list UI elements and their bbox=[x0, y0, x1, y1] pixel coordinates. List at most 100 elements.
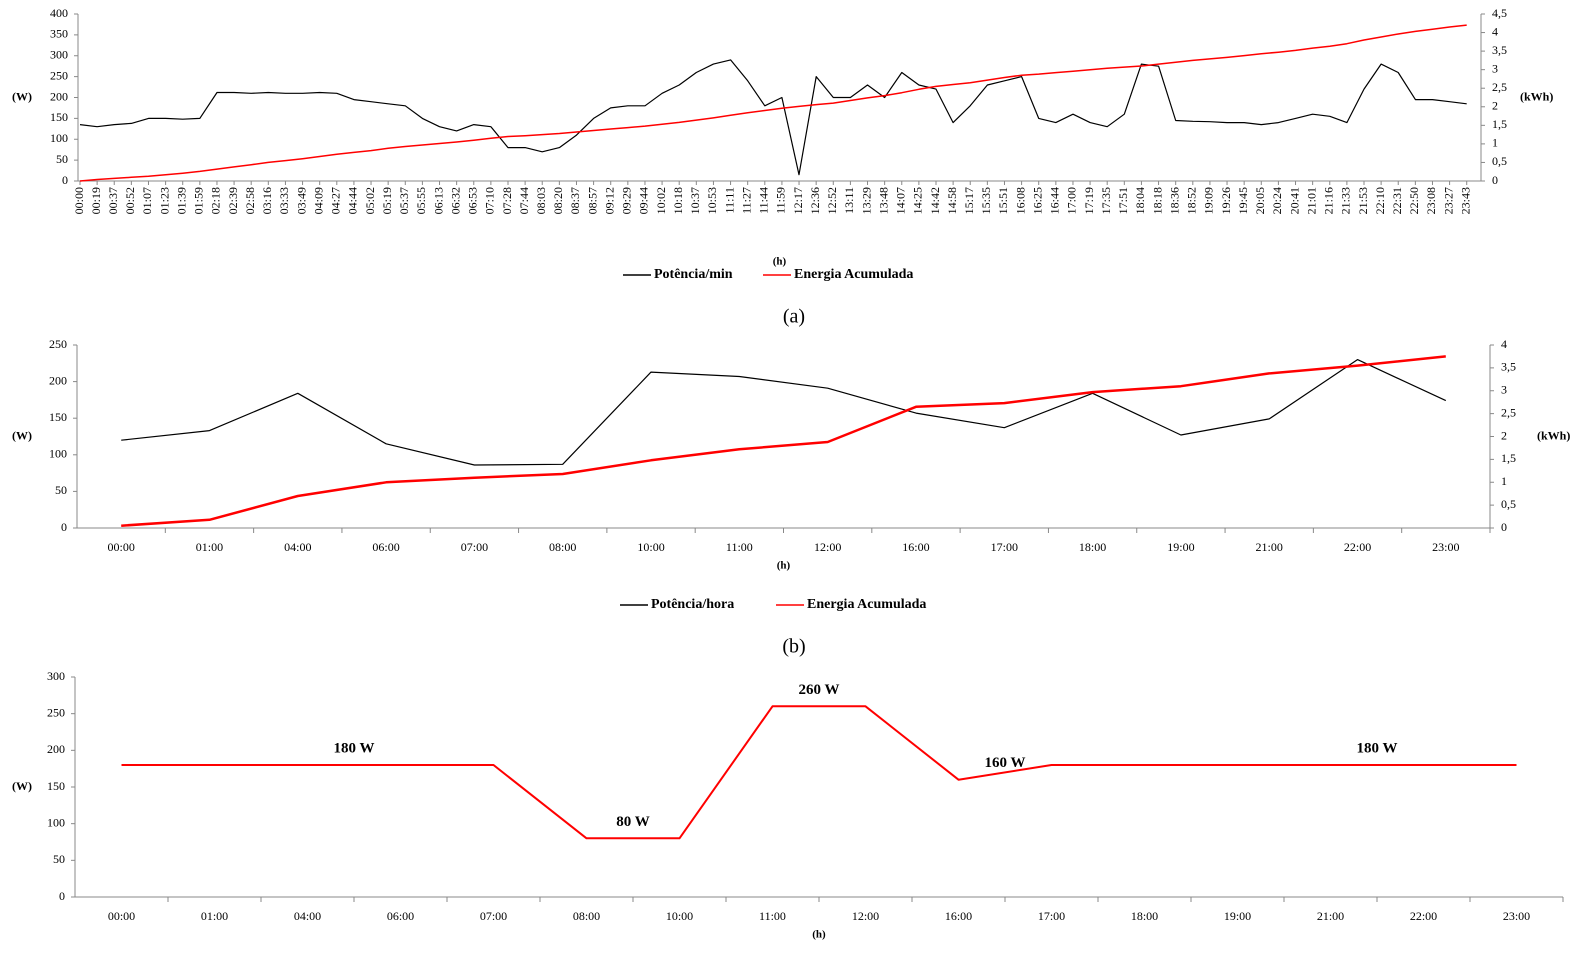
y2-tick-label: 3,5 bbox=[1492, 43, 1507, 57]
y-tick-label: 250 bbox=[47, 705, 65, 719]
x-tick-label: 15:51 bbox=[996, 187, 1010, 214]
y-tick-label: 100 bbox=[49, 447, 67, 461]
x-tick-label: 17:51 bbox=[1116, 187, 1130, 214]
data-line bbox=[121, 355, 1446, 527]
y-tick-label: 100 bbox=[47, 815, 65, 829]
x-tick-label: 00:00 bbox=[72, 187, 86, 214]
x-tick-label: 17:00 bbox=[1038, 909, 1065, 923]
x-tick-label: 02:58 bbox=[243, 187, 257, 214]
x-tick-label: 09:12 bbox=[602, 187, 616, 214]
legend-label: Potência/min bbox=[654, 267, 733, 282]
x-tick-label: 01:23 bbox=[157, 187, 171, 214]
x-tick-label: 00:37 bbox=[106, 187, 120, 214]
value-label: 80 W bbox=[616, 814, 649, 830]
x-tick-label: 17:19 bbox=[1082, 187, 1096, 214]
x-tick-label: 07:00 bbox=[461, 540, 488, 554]
x-tick-label: 09:44 bbox=[637, 187, 651, 214]
y-tick-label: 200 bbox=[49, 373, 67, 387]
caption: (a) bbox=[783, 306, 805, 328]
y-tick-label: 300 bbox=[47, 669, 65, 683]
x-tick-label: 08:03 bbox=[534, 187, 548, 214]
x-tick-label: 14:58 bbox=[945, 187, 959, 214]
x-tick-label: 14:07 bbox=[894, 187, 908, 214]
x-tick-label: 18:04 bbox=[1133, 187, 1147, 214]
x-tick-label: 14:42 bbox=[928, 187, 942, 214]
x-tick-label: 08:00 bbox=[549, 540, 576, 554]
x-tick-label: 21:53 bbox=[1356, 187, 1370, 214]
y-tick-label: 400 bbox=[50, 6, 68, 20]
x-tick-label: 23:27 bbox=[1441, 187, 1455, 214]
x-axis-label: (h) bbox=[773, 256, 787, 268]
x-tick-label: 19:00 bbox=[1167, 540, 1194, 554]
y2-tick-label: 0,5 bbox=[1501, 497, 1516, 511]
x-tick-label: 05:02 bbox=[363, 187, 377, 214]
x-tick-label: 06:00 bbox=[387, 909, 414, 923]
x-tick-label: 19:00 bbox=[1224, 909, 1251, 923]
x-axis-label: (h) bbox=[812, 929, 826, 941]
x-tick-label: 00:00 bbox=[108, 909, 135, 923]
x-tick-label: 11:59 bbox=[774, 187, 788, 214]
x-tick-label: 21:33 bbox=[1339, 187, 1353, 214]
x-tick-label: 22:50 bbox=[1407, 187, 1421, 214]
y-axis-label: (W) bbox=[12, 779, 32, 793]
x-tick-label: 18:36 bbox=[1167, 187, 1181, 214]
x-tick-label: 23:08 bbox=[1424, 187, 1438, 214]
x-tick-label: 21:00 bbox=[1256, 540, 1283, 554]
x-tick-label: 22:00 bbox=[1410, 909, 1437, 923]
x-tick-label: 11:00 bbox=[726, 540, 753, 554]
x-tick-label: 16:25 bbox=[1030, 187, 1044, 214]
x-tick-label: 13:29 bbox=[859, 187, 873, 214]
x-tick-label: 05:55 bbox=[414, 187, 428, 214]
x-tick-label: 16:00 bbox=[902, 540, 929, 554]
y-tick-label: 50 bbox=[53, 852, 65, 866]
data-line bbox=[121, 705, 1517, 840]
x-tick-label: 03:33 bbox=[277, 187, 291, 214]
legend-label: Energia Acumulada bbox=[807, 597, 926, 612]
x-tick-label: 16:00 bbox=[945, 909, 972, 923]
y-tick-label: 250 bbox=[49, 337, 67, 351]
x-tick-label: 21:16 bbox=[1322, 187, 1336, 214]
y-tick-label: 0 bbox=[59, 889, 65, 903]
x-tick-label: 17:00 bbox=[991, 540, 1018, 554]
y2-axis-label: (kWh) bbox=[1537, 428, 1570, 442]
x-tick-label: 21:01 bbox=[1304, 187, 1318, 214]
y2-tick-label: 1 bbox=[1501, 474, 1507, 488]
y-tick-label: 50 bbox=[55, 483, 67, 497]
x-tick-label: 10:53 bbox=[705, 187, 719, 214]
value-label: 260 W bbox=[799, 682, 840, 698]
y-tick-label: 150 bbox=[47, 779, 65, 793]
x-tick-label: 20:24 bbox=[1270, 187, 1284, 214]
y2-tick-label: 1,5 bbox=[1492, 117, 1507, 131]
x-tick-label: 01:59 bbox=[192, 187, 206, 214]
x-tick-label: 08:20 bbox=[551, 187, 565, 214]
x-tick-label: 17:35 bbox=[1099, 187, 1113, 214]
x-tick-label: 06:53 bbox=[466, 187, 480, 214]
y-tick-label: 50 bbox=[56, 152, 68, 166]
x-tick-label: 22:10 bbox=[1373, 187, 1387, 214]
x-tick-label: 19:26 bbox=[1219, 187, 1233, 214]
x-tick-label: 20:41 bbox=[1287, 187, 1301, 214]
y-tick-label: 100 bbox=[50, 131, 68, 145]
x-tick-label: 00:00 bbox=[107, 540, 134, 554]
x-tick-label: 06:32 bbox=[448, 187, 462, 214]
x-tick-label: 23:00 bbox=[1503, 909, 1530, 923]
x-tick-label: 12:36 bbox=[808, 187, 822, 214]
x-tick-label: 19:45 bbox=[1236, 187, 1250, 214]
x-tick-label: 10:00 bbox=[666, 909, 693, 923]
x-tick-label: 01:39 bbox=[174, 187, 188, 214]
x-tick-label: 02:39 bbox=[226, 187, 240, 214]
x-tick-label: 00:52 bbox=[123, 187, 137, 214]
x-tick-label: 03:49 bbox=[294, 187, 308, 214]
x-tick-label: 13:48 bbox=[876, 187, 890, 214]
x-tick-label: 09:29 bbox=[620, 187, 634, 214]
x-tick-label: 05:37 bbox=[397, 187, 411, 214]
value-label: 180 W bbox=[334, 740, 375, 756]
y2-tick-label: 0 bbox=[1501, 520, 1507, 534]
x-tick-label: 23:00 bbox=[1432, 540, 1459, 554]
y-tick-label: 0 bbox=[61, 520, 67, 534]
x-tick-label: 07:28 bbox=[500, 187, 514, 214]
x-tick-label: 20:05 bbox=[1253, 187, 1267, 214]
x-tick-label: 18:52 bbox=[1185, 187, 1199, 214]
y2-tick-label: 4,5 bbox=[1492, 6, 1507, 20]
